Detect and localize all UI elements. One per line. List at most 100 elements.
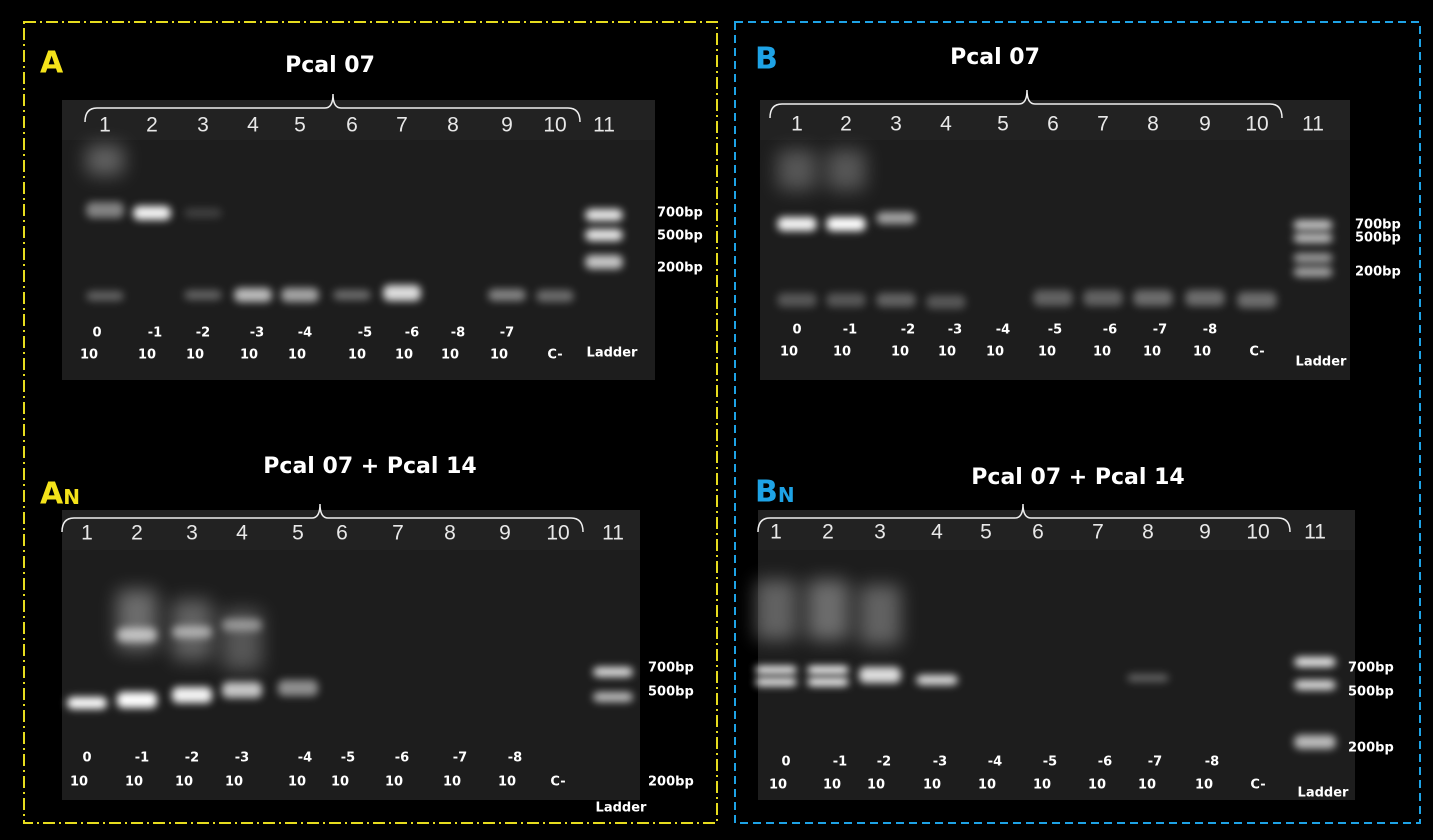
lane-number: 7: [1097, 113, 1109, 136]
ladder-size: 200bp: [1355, 265, 1401, 280]
band: [807, 678, 849, 686]
band: [1185, 290, 1224, 306]
lane-number: 9: [1199, 521, 1211, 544]
band: [585, 255, 623, 269]
band: [755, 666, 797, 674]
lane-number: 1: [791, 113, 803, 136]
ladder-size: 500bp: [1355, 231, 1401, 246]
band: [184, 290, 222, 300]
lane-number: 2: [146, 114, 158, 137]
band: [1293, 253, 1332, 263]
band: [133, 206, 171, 220]
dilution-base: 10: [769, 778, 787, 793]
lane-number: 5: [997, 113, 1009, 136]
panel-title: Pcal 07 + Pcal 14: [263, 454, 476, 479]
lane-number: 8: [444, 522, 456, 545]
dilution-exponent: -3: [250, 326, 264, 341]
band: [859, 585, 901, 645]
band: [184, 208, 222, 218]
ladder-size: 200bp: [648, 775, 694, 790]
dilution-base: 10: [186, 348, 204, 363]
dilution-base: 10: [385, 775, 403, 790]
band: [222, 682, 262, 698]
dilution-base: 10: [70, 775, 88, 790]
lane-number: 1: [81, 522, 93, 545]
dilution-base: 10: [125, 775, 143, 790]
dilution-base: 10: [240, 348, 258, 363]
band: [86, 202, 124, 218]
lane-number: 6: [346, 114, 358, 137]
lane-number: 3: [890, 113, 902, 136]
dilution-exponent: -5: [341, 751, 355, 766]
dilution-exponent: -8: [451, 326, 465, 341]
ladder-size: 700bp: [657, 206, 703, 221]
lane-number: 10: [1245, 113, 1268, 136]
band: [488, 289, 526, 301]
band: [86, 145, 124, 175]
dilution-exponent: -6: [1098, 755, 1112, 770]
lane-number: 7: [396, 114, 408, 137]
dilution-base: 10: [138, 348, 156, 363]
panel-title: Pcal 07: [950, 45, 1040, 70]
dilution-exponent: -4: [298, 751, 312, 766]
band: [1294, 657, 1336, 667]
band: [1293, 233, 1332, 243]
lane-number: 7: [1092, 521, 1104, 544]
panel-title: Pcal 07 + Pcal 14: [971, 465, 1184, 490]
band: [1294, 680, 1336, 690]
panel-label: B: [755, 42, 778, 77]
band: [926, 295, 965, 309]
dilution-base: 10: [441, 348, 459, 363]
band: [1083, 290, 1122, 306]
dilution-exponent: -3: [235, 751, 249, 766]
panel-title: Pcal 07: [285, 53, 375, 78]
dilution-exponent: -2: [196, 326, 210, 341]
band: [1033, 290, 1072, 306]
dilution-base: 10: [331, 775, 349, 790]
dilution-exponent: -8: [508, 751, 522, 766]
lane-number: 5: [294, 114, 306, 137]
band: [172, 600, 212, 660]
band: [1127, 674, 1169, 682]
dilution-base: 10: [978, 778, 996, 793]
lane-number: 4: [940, 113, 952, 136]
dilution-base: C-: [550, 775, 565, 790]
dilution-exponent: -2: [185, 751, 199, 766]
lane-number: 11: [1304, 521, 1326, 544]
dilution-exponent: -3: [933, 755, 947, 770]
band: [585, 229, 623, 241]
band: [859, 667, 901, 683]
dilution-base: 10: [348, 348, 366, 363]
dilution-base: 10: [175, 775, 193, 790]
band: [1133, 290, 1172, 306]
dilution-base: 10: [780, 345, 798, 360]
lane-number: 5: [980, 521, 992, 544]
lane-number: 4: [247, 114, 259, 137]
dilution-base: 10: [1195, 778, 1213, 793]
dilution-base: 10: [923, 778, 941, 793]
dilution-base: 10: [225, 775, 243, 790]
lane-number: 4: [931, 521, 943, 544]
lane-number: 8: [1147, 113, 1159, 136]
band: [755, 678, 797, 686]
panel-label-sub: N: [63, 485, 80, 509]
band: [222, 610, 262, 670]
lane-number: 3: [874, 521, 886, 544]
dilution-exponent: -8: [1203, 323, 1217, 338]
dilution-exponent: -5: [1043, 755, 1057, 770]
lane-number: 11: [602, 522, 624, 545]
dilution-base: 10: [867, 778, 885, 793]
band: [1293, 267, 1332, 277]
lane-number: 10: [1246, 521, 1269, 544]
lane-number: 9: [499, 522, 511, 545]
lane-number: 6: [336, 522, 348, 545]
lane-number: 9: [501, 114, 513, 137]
lane-number: 2: [840, 113, 852, 136]
dilution-exponent: -8: [1205, 755, 1219, 770]
dilution-base: 10: [490, 348, 508, 363]
band: [172, 687, 212, 703]
ladder-size: 500bp: [648, 685, 694, 700]
dilution-exponent: -4: [996, 323, 1010, 338]
dilution-exponent: -6: [395, 751, 409, 766]
dilution-base: 10: [1093, 345, 1111, 360]
